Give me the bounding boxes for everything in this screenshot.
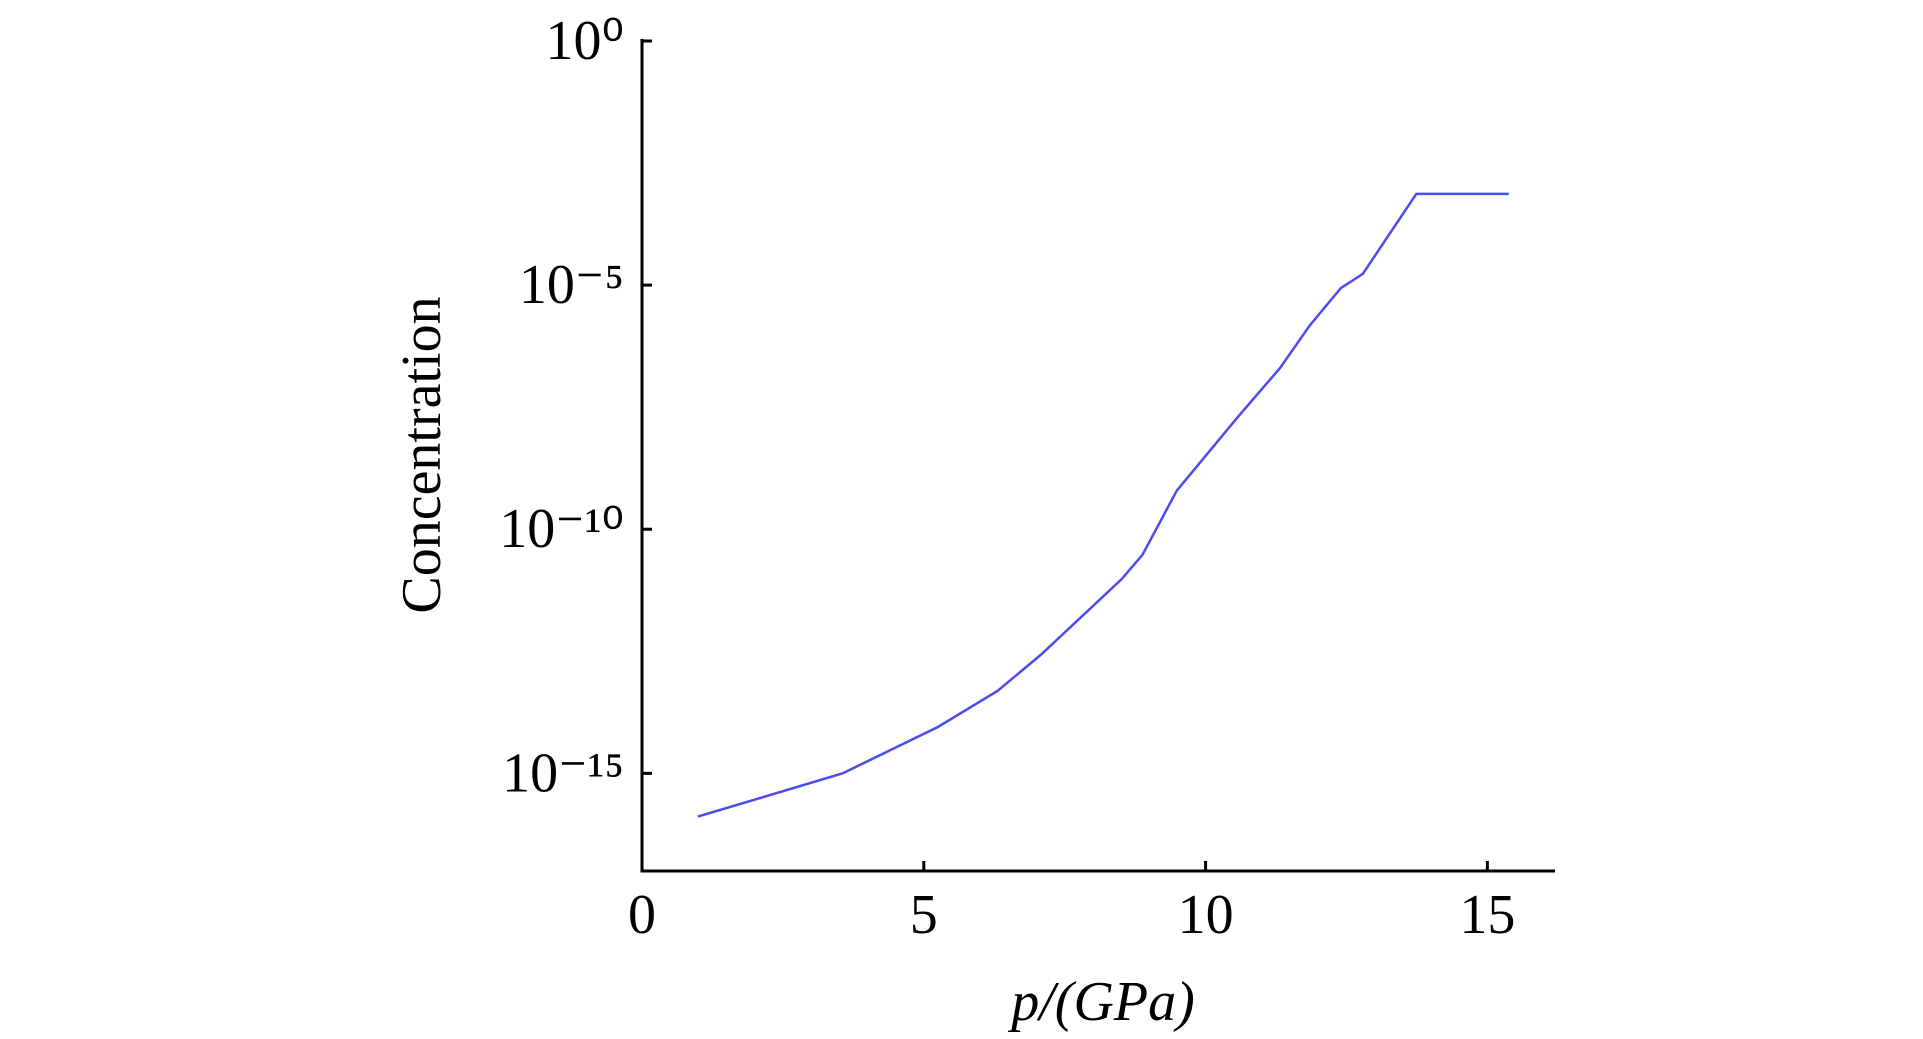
x-tick-label: 0 xyxy=(628,884,656,946)
y-axis-label: Concentration xyxy=(391,296,453,613)
line xyxy=(697,192,1509,818)
x-axis-label: p/(GPa) xyxy=(1007,971,1195,1033)
y-tick-label: 10⁻¹⁰ xyxy=(499,498,624,560)
x-tick-label: 5 xyxy=(910,884,938,946)
y-tick-label: 10⁻⁵ xyxy=(519,254,624,316)
y-tick-label: 10⁰ xyxy=(546,10,624,72)
x-tick-label: 10 xyxy=(1178,884,1234,946)
x-tick-label: 15 xyxy=(1459,884,1515,946)
y-tick-label: 10⁻¹⁵ xyxy=(502,742,624,804)
